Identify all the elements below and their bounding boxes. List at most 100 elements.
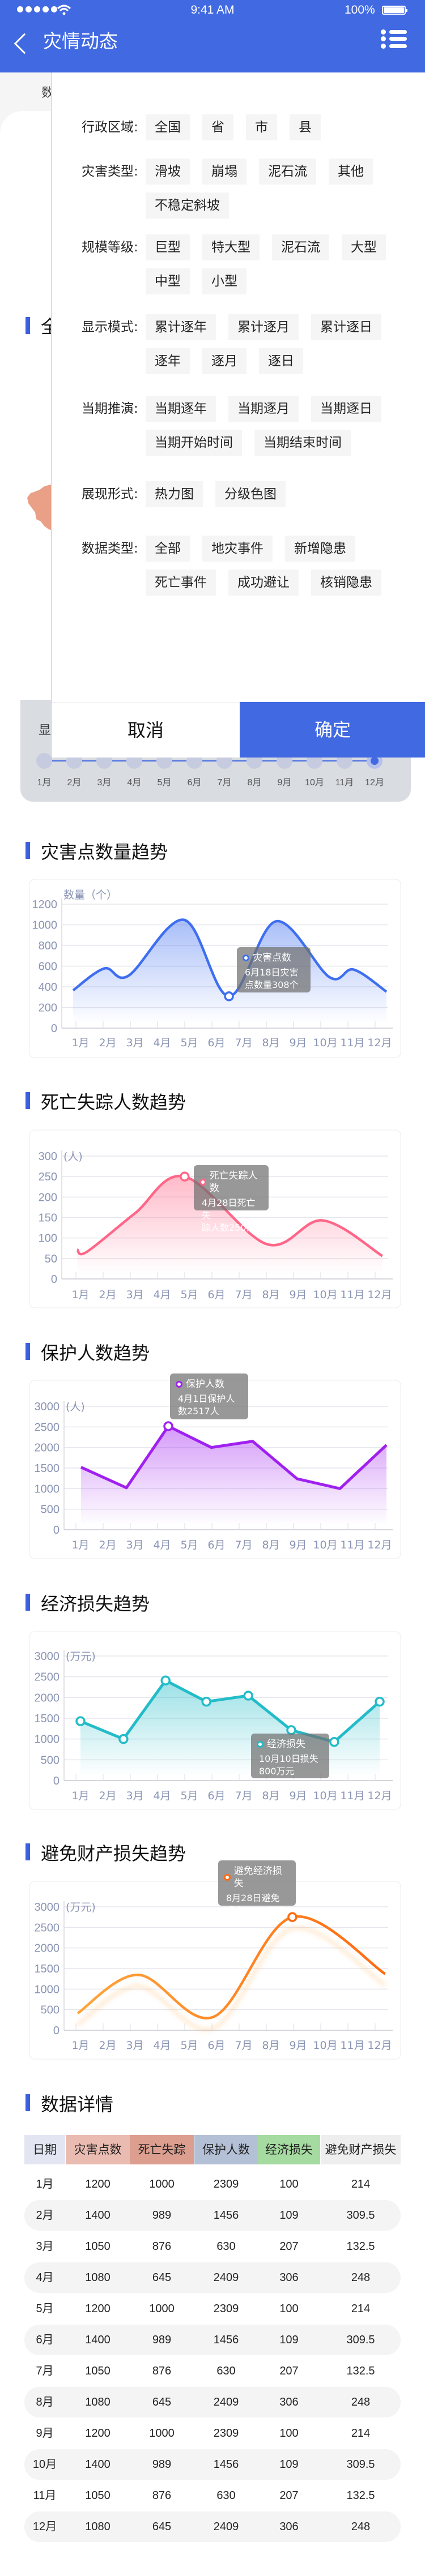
filter-chip[interactable]: 当期逐月 <box>228 396 299 422</box>
table-header-cell[interactable]: 死亡失踪 <box>130 2135 194 2164</box>
table-header-cell[interactable]: 避免财产损失 <box>321 2135 401 2164</box>
filter-chip[interactable]: 地灾事件 <box>202 536 273 562</box>
back-chevron-icon[interactable] <box>14 33 35 54</box>
y-tick-label: 500 <box>41 1754 60 1766</box>
table-cell: 876 <box>152 2489 172 2502</box>
filter-chip[interactable]: 累计逐月 <box>228 314 299 340</box>
data-point-marker <box>243 1691 253 1701</box>
table-cell: 100 <box>279 2303 299 2315</box>
data-point-marker <box>287 1912 298 1922</box>
battery-percent: 100% <box>345 3 375 16</box>
table-header-cell[interactable]: 灾害点数 <box>66 2135 130 2164</box>
table-header-cell[interactable]: 经济损失 <box>258 2135 320 2164</box>
series-area <box>73 919 387 1024</box>
x-tick-label: 6月 <box>207 1539 225 1551</box>
x-tick-label: 9月 <box>289 1289 307 1301</box>
filter-chip[interactable]: 逐日 <box>259 348 303 374</box>
table-row: 12月 1080 645 2409 306 248 <box>24 2511 401 2542</box>
filter-chip[interactable]: 成功避让 <box>228 570 299 596</box>
x-tick-label: 7月 <box>235 1037 252 1049</box>
filter-chip[interactable]: 当期逐日 <box>311 396 381 422</box>
table-cell: 109 <box>279 2334 299 2346</box>
filter-chip[interactable]: 当期开始时间 <box>146 430 242 456</box>
filter-chip[interactable]: 泥石流 <box>272 234 329 260</box>
table-row: 6月 1400 989 1456 109 309.5 <box>24 2325 401 2355</box>
filter-chip[interactable]: 泥石流 <box>259 159 316 185</box>
filter-chip[interactable]: 不稳定斜坡 <box>146 192 229 219</box>
filter-chip[interactable]: 全部 <box>146 536 190 562</box>
filter-chip[interactable]: 逐月 <box>202 348 246 374</box>
table-cell: 309.5 <box>346 2334 375 2346</box>
tab-data[interactable]: 数 <box>41 86 54 100</box>
slider-dot[interactable] <box>36 753 52 769</box>
filter-chip[interactable]: 崩塌 <box>202 159 246 185</box>
filter-chip[interactable]: 小型 <box>202 268 246 294</box>
section-bar <box>26 1843 30 1860</box>
signal-icon <box>17 6 57 12</box>
table-header-cell[interactable]: 日期 <box>24 2135 65 2164</box>
filter-chip[interactable]: 大型 <box>342 234 386 260</box>
y-tick-label: 1000 <box>35 1734 60 1746</box>
x-tick-label: 8月 <box>262 1289 279 1301</box>
table-cell: 248 <box>351 2521 371 2533</box>
filter-chip[interactable]: 热力图 <box>146 481 203 507</box>
table-cell: 989 <box>152 2458 172 2471</box>
filter-chip[interactable]: 当期逐年 <box>146 396 216 422</box>
filter-chip[interactable]: 省 <box>202 114 233 140</box>
table-cell: 3月 <box>36 2240 54 2253</box>
x-tick-label: 5月 <box>180 1289 198 1301</box>
confirm-button[interactable]: 确定 <box>240 702 425 758</box>
table-cell: 8月 <box>36 2396 54 2408</box>
filter-chip[interactable]: 其他 <box>329 159 373 185</box>
y-tick-label: 0 <box>53 2025 60 2037</box>
chart-card <box>29 1881 401 2060</box>
y-tick-label: 600 <box>39 961 57 973</box>
y-tick-label: 1000 <box>35 1483 60 1495</box>
filter-chip[interactable]: 累计逐年 <box>146 314 216 340</box>
data-point-marker <box>118 1734 129 1744</box>
filter-chip[interactable]: 新增隐患 <box>285 536 355 562</box>
map-region[interactable] <box>27 484 53 530</box>
slider-label: 显 <box>39 724 52 738</box>
filter-chip[interactable]: 滑坡 <box>146 159 190 185</box>
table-cell: 306 <box>279 2396 299 2408</box>
table-cell: 1400 <box>85 2334 110 2346</box>
filter-group: 当期推演: 当期逐年 当期逐月 当期逐日 当期开始时间 当期结束时间 <box>82 396 422 456</box>
x-tick-label: 5月 <box>180 1037 198 1049</box>
data-point-marker <box>224 991 234 1002</box>
filter-chip[interactable]: 巨型 <box>146 234 190 260</box>
filter-chip[interactable]: 市 <box>246 114 277 140</box>
y-tick-label: 0 <box>51 1022 57 1035</box>
filter-chip[interactable]: 核销隐患 <box>311 570 381 596</box>
cancel-button[interactable]: 取消 <box>52 702 240 758</box>
filter-chip[interactable]: 累计逐日 <box>311 314 381 340</box>
y-tick-label: 2500 <box>35 1922 60 1934</box>
filter-chip[interactable]: 分级色图 <box>215 481 286 507</box>
y-tick-label: 200 <box>39 1191 57 1204</box>
filter-chip[interactable]: 逐年 <box>146 348 190 374</box>
filter-chip[interactable]: 死亡事件 <box>146 570 216 596</box>
filter-chip[interactable]: 中型 <box>146 268 190 294</box>
table-row: 1月 1200 1000 2309 100 214 <box>24 2169 401 2200</box>
filter-chip[interactable]: 当期结束时间 <box>254 430 351 456</box>
data-point-marker <box>375 1696 385 1707</box>
table-header-cell[interactable]: 保护人数 <box>194 2135 258 2164</box>
filter-chip[interactable]: 特大型 <box>202 234 260 260</box>
filter-label: 行政区域: <box>82 120 138 135</box>
table-cell: 2309 <box>213 2303 239 2315</box>
y-tick-label: 150 <box>39 1212 57 1225</box>
y-tick-label: 50 <box>45 1253 57 1265</box>
filter-chip[interactable]: 县 <box>290 114 321 140</box>
y-tick-label: 2000 <box>35 1942 60 1955</box>
list-menu-icon[interactable] <box>381 29 407 49</box>
x-tick-label: 4月 <box>153 2039 171 2052</box>
chart-title-avoided-loss: 避免财产损失趋势 <box>41 1843 186 1864</box>
table-cell: 1400 <box>85 2209 110 2222</box>
filter-chip[interactable]: 全国 <box>146 114 190 140</box>
slider-track[interactable] <box>44 760 379 761</box>
filter-group: 规模等级: 巨型 特大型 泥石流 大型 中型 小型 <box>82 234 422 294</box>
x-tick-label: 6月 <box>207 1037 225 1049</box>
y-axis-unit: 数量（个） <box>63 889 117 901</box>
chart-card <box>29 879 401 1058</box>
table-row: 3月 1050 876 630 207 132.5 <box>24 2231 401 2262</box>
